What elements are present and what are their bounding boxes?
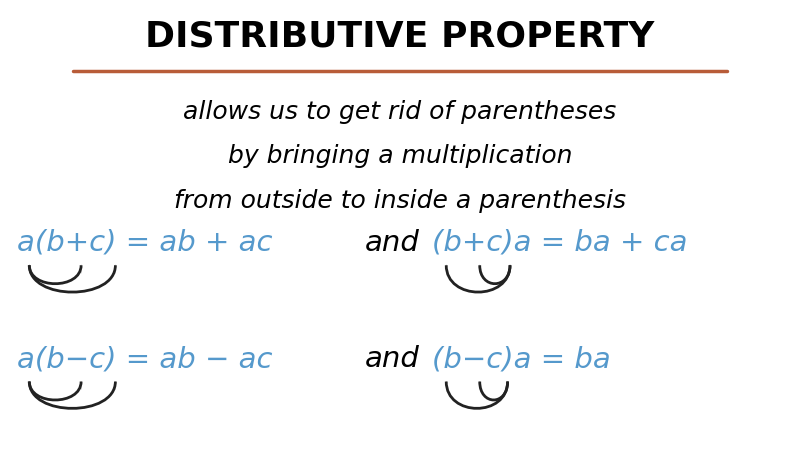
Text: (b+c)a = ba + ca: (b+c)a = ba + ca (432, 229, 687, 257)
Text: from outside to inside a parenthesis: from outside to inside a parenthesis (174, 189, 626, 213)
Text: allows us to get rid of parentheses: allows us to get rid of parentheses (183, 100, 617, 124)
Text: and: and (365, 229, 419, 257)
Text: by bringing a multiplication: by bringing a multiplication (228, 144, 572, 168)
Text: a(b+c) = ab + ac: a(b+c) = ab + ac (18, 229, 273, 257)
Text: DISTRIBUTIVE PROPERTY: DISTRIBUTIVE PROPERTY (146, 19, 654, 53)
Text: and: and (365, 345, 419, 373)
Text: (b−c)a = ba: (b−c)a = ba (432, 345, 610, 373)
Text: a(b−c) = ab − ac: a(b−c) = ab − ac (18, 345, 273, 373)
